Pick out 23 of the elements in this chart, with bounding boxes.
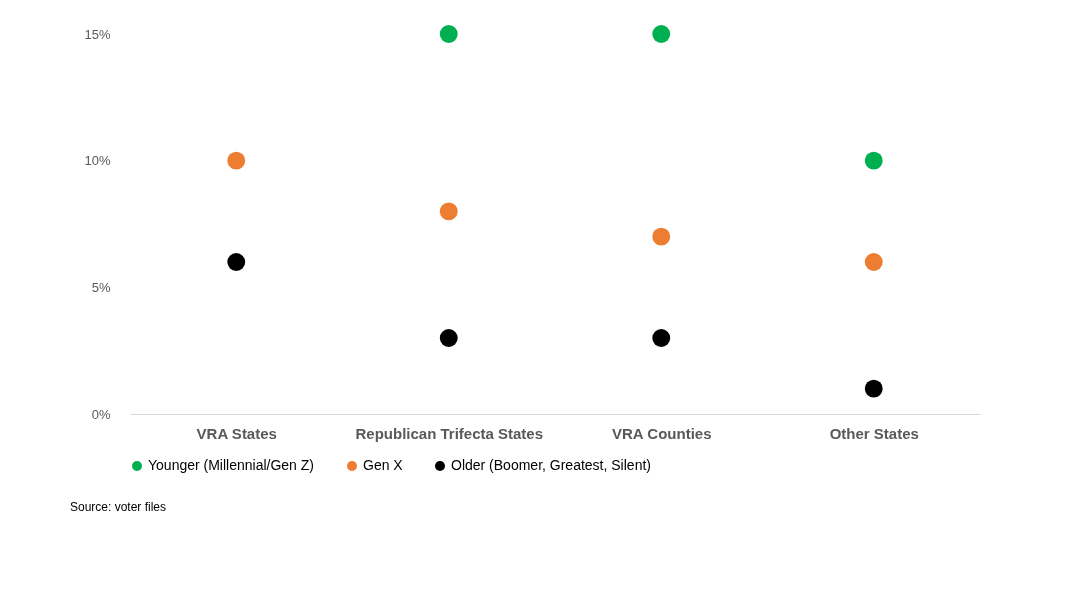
- point: [227, 151, 246, 170]
- point: [652, 329, 671, 347]
- y-tick-label: 10%: [84, 153, 111, 169]
- x-tick-label: Other States: [829, 424, 919, 442]
- legend-label: Older (Boomer, Greatest, Silent): [451, 457, 651, 473]
- x-tick-label: VRA States: [196, 424, 277, 442]
- legend-label: Gen X: [363, 457, 404, 473]
- x-tick-label: Republican Trifecta States: [355, 424, 544, 442]
- x-tick-label: VRA Counties: [612, 424, 712, 442]
- y-tick-label: 15%: [84, 26, 111, 42]
- point: [227, 253, 246, 271]
- point: [864, 253, 883, 271]
- point: [864, 151, 883, 170]
- y-tick-label: 5%: [91, 279, 111, 295]
- y-tick-label: 0%: [91, 406, 111, 422]
- point: [864, 379, 883, 398]
- legend-label: Younger (Millennial/Gen Z): [148, 457, 315, 473]
- point: [652, 25, 671, 43]
- point: [439, 329, 458, 347]
- point: [439, 25, 458, 43]
- point: [439, 202, 458, 221]
- source-note: Source: voter files: [70, 500, 167, 514]
- point: [652, 227, 671, 246]
